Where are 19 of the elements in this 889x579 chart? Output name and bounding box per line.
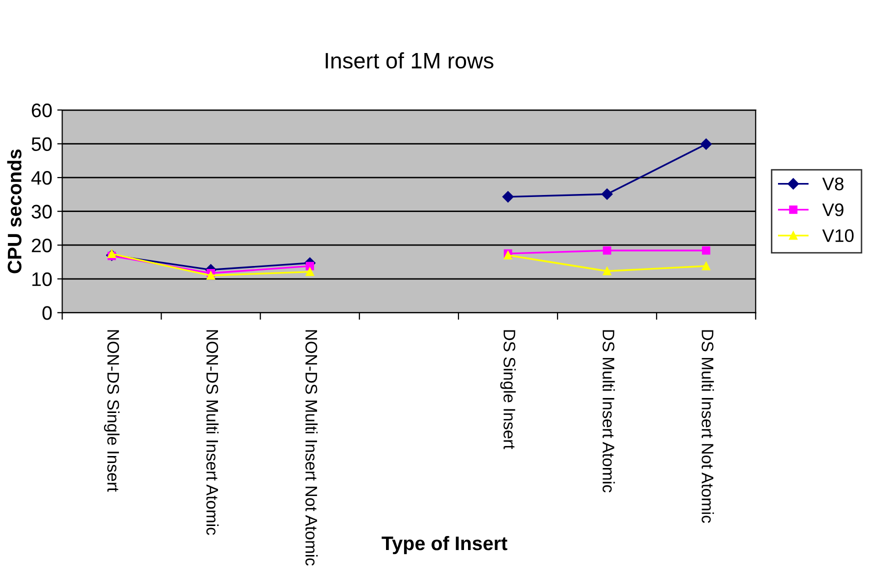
y-tick-label: 60 (32, 103, 52, 118)
y-tick-label: 40 (31, 171, 52, 185)
x-tick-label: NON-DS Multi Insert Not Atomic (305, 330, 318, 566)
legend-label: V8 (822, 178, 844, 190)
y-tick-label: 20 (32, 238, 52, 252)
x-tick-label: NON-DS Single Insert (104, 330, 120, 492)
x-tick-label: NON-DS Multi Insert Atomic (206, 330, 219, 535)
x-axis-title: Type of Insert (382, 536, 508, 554)
x-tick-label: DS Multi Insert Atomic (602, 330, 615, 492)
x-tick-label: DS Multi Insert Not Atomic (702, 330, 714, 523)
chart-title: Insert of 1M rows (326, 52, 494, 69)
y-axis-title: CPU seconds (7, 149, 22, 274)
x-tick-label: DS Single Insert (500, 330, 516, 450)
legend-label: V9 (822, 203, 844, 216)
y-tick-label: 30 (32, 204, 52, 219)
y-tick-label: 50 (32, 137, 52, 152)
y-tick-label: 0 (42, 306, 52, 320)
y-tick-label: 10 (32, 272, 52, 286)
legend-label: V10 (822, 229, 854, 242)
